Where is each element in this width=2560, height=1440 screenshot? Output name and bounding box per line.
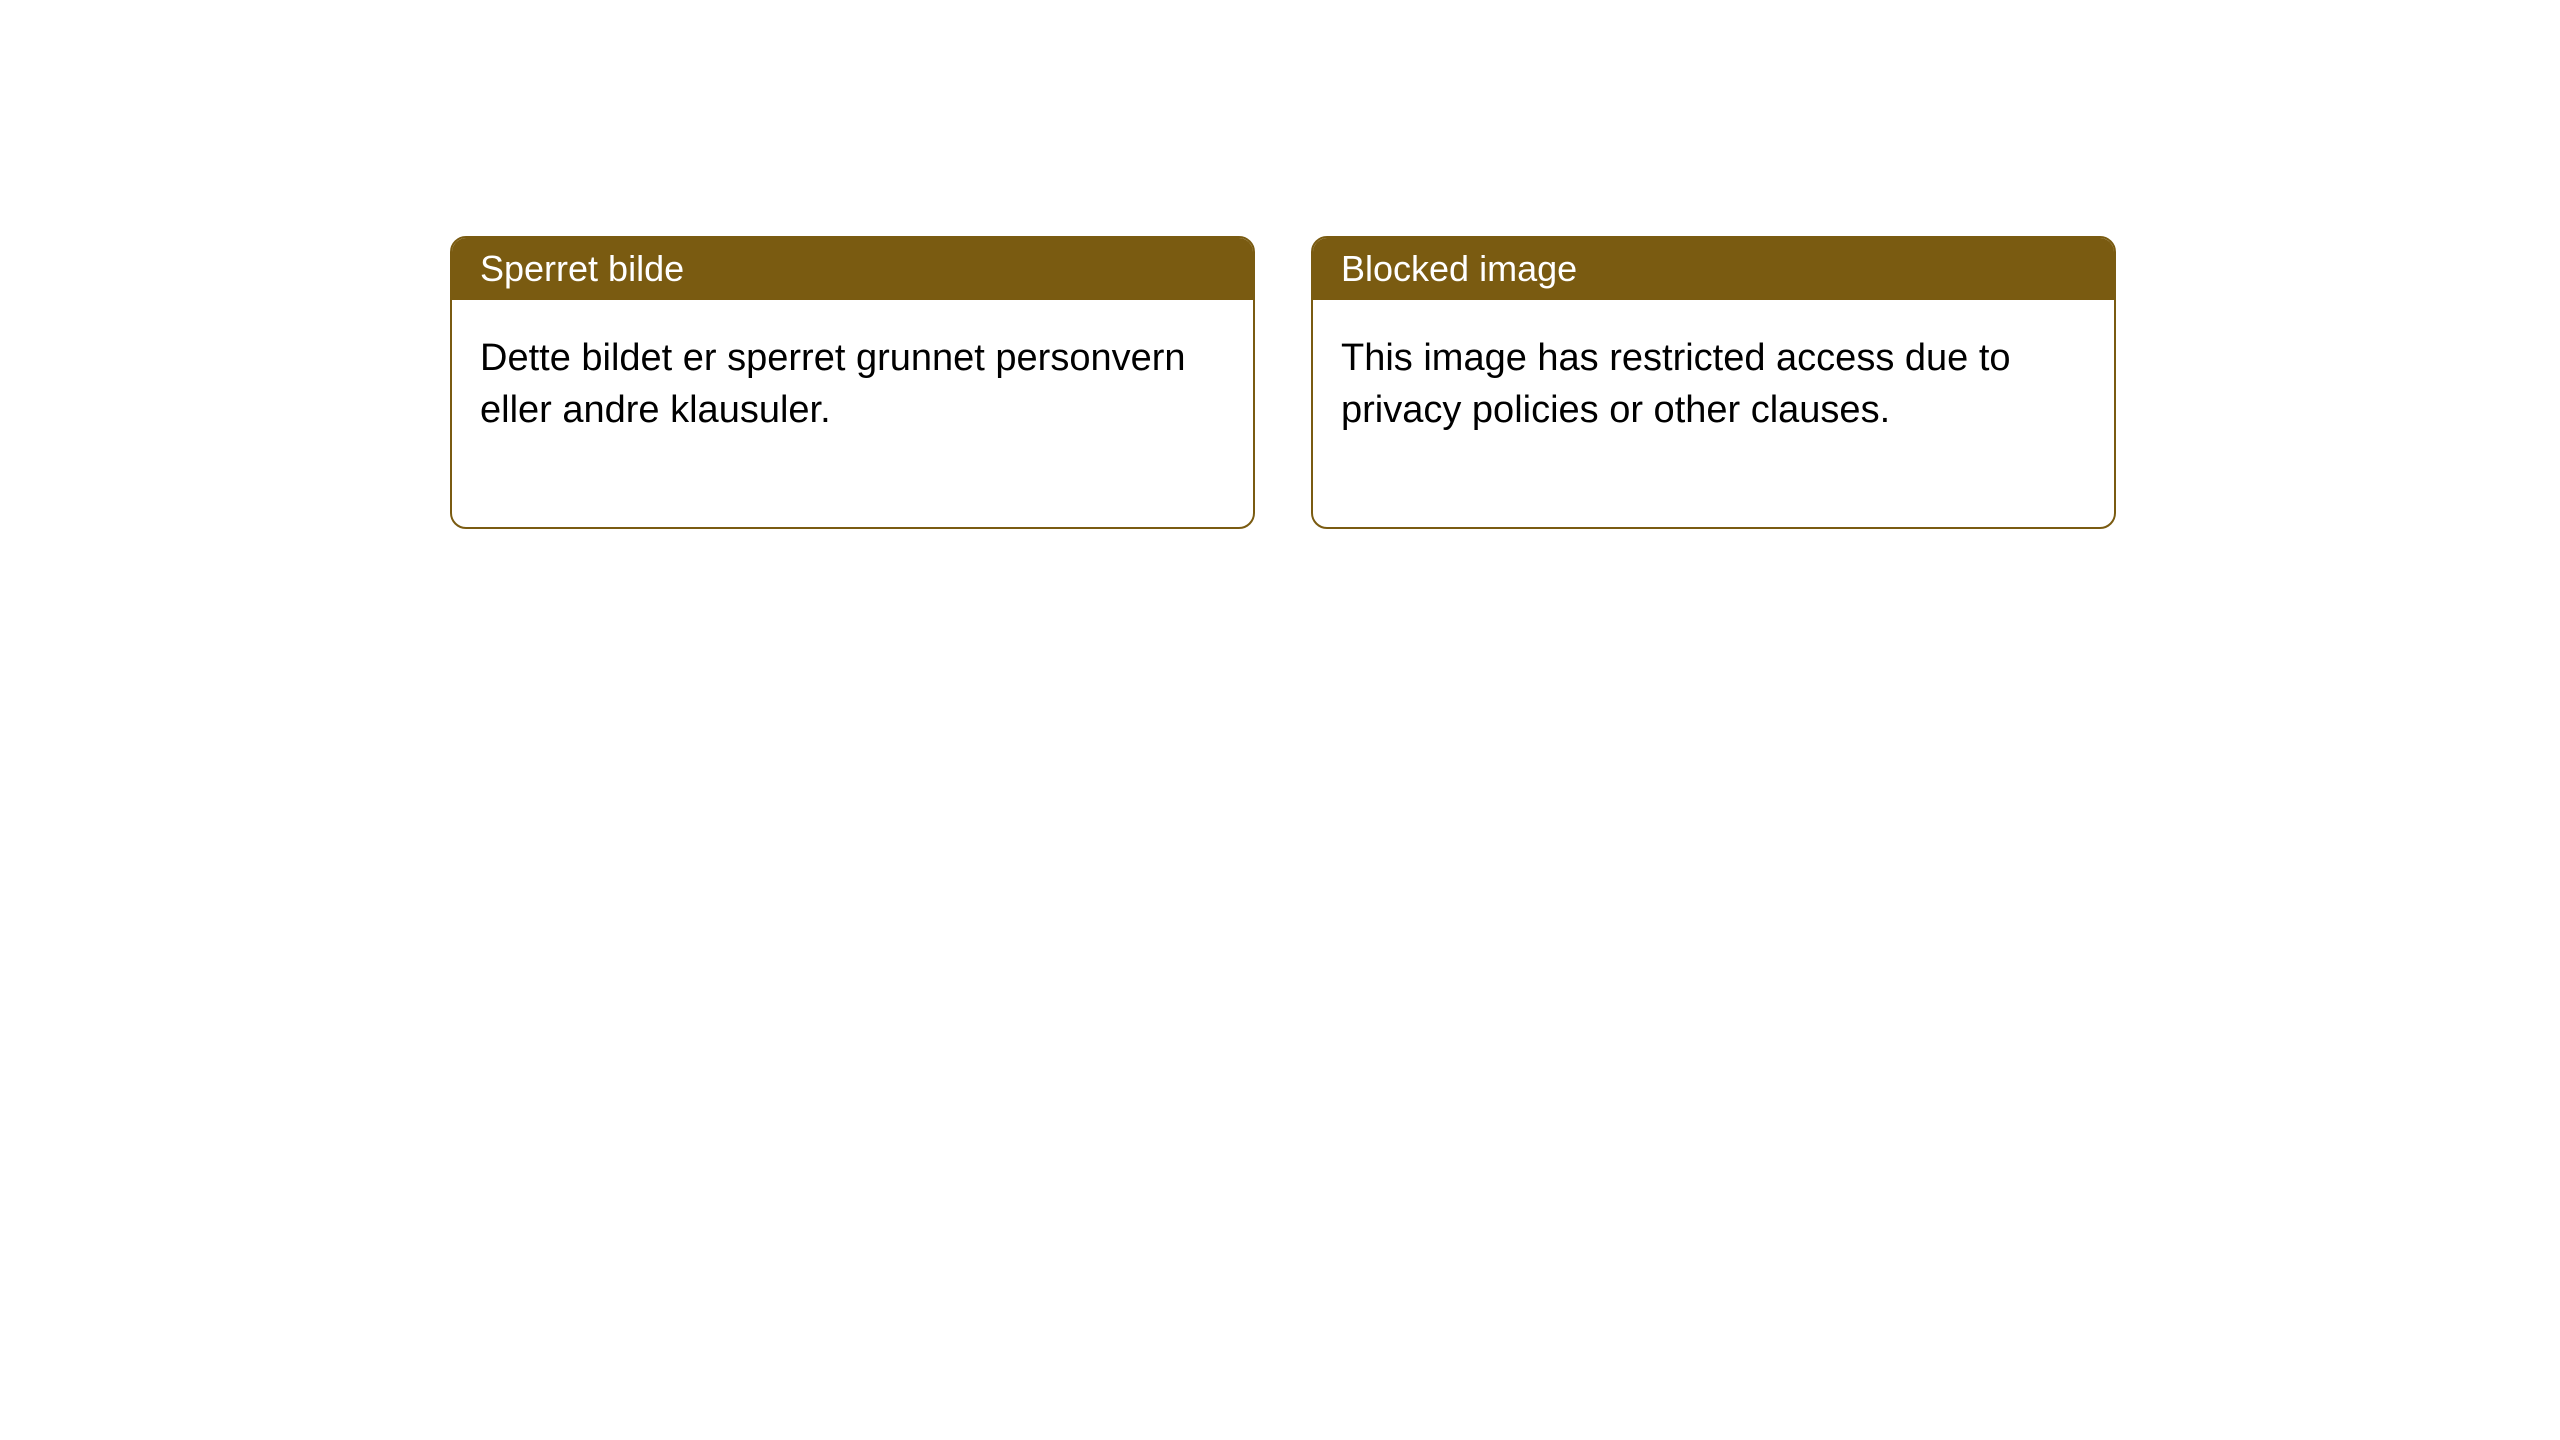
card-body-text: Dette bildet er sperret grunnet personve… (480, 337, 1186, 431)
card-header: Blocked image (1313, 238, 2114, 300)
card-title: Sperret bilde (480, 248, 684, 289)
blocked-image-notice-container: Sperret bilde Dette bildet er sperret gr… (450, 236, 2116, 529)
card-header: Sperret bilde (452, 238, 1253, 300)
blocked-image-card-no: Sperret bilde Dette bildet er sperret gr… (450, 236, 1255, 529)
card-body: This image has restricted access due to … (1313, 300, 2114, 527)
blocked-image-card-en: Blocked image This image has restricted … (1311, 236, 2116, 529)
card-body: Dette bildet er sperret grunnet personve… (452, 300, 1253, 527)
card-body-text: This image has restricted access due to … (1341, 337, 2011, 431)
card-title: Blocked image (1341, 248, 1577, 289)
